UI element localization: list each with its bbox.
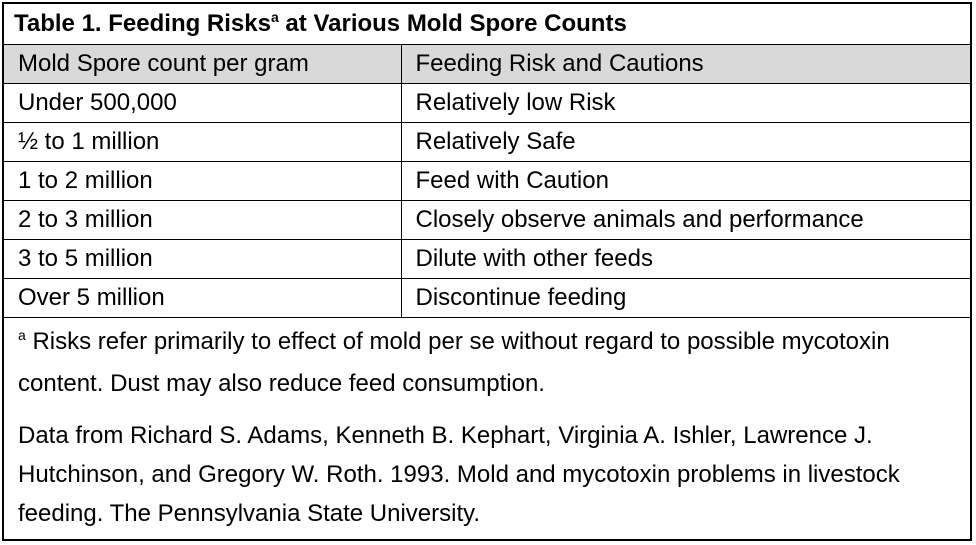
footnote-note: a Risks refer primarily to effect of mol…: [18, 322, 956, 403]
spore-count-cell: Over 5 million: [4, 278, 401, 318]
table-footnote: a Risks refer primarily to effect of mol…: [4, 317, 970, 533]
risk-cell: Dilute with other feeds: [400, 239, 970, 279]
risk-cell: Relatively Safe: [400, 122, 970, 162]
table-title: Table 1. Feeding Risksa at Various Mold …: [4, 4, 970, 44]
table-row: Under 500,000 Relatively low Risk: [4, 83, 970, 123]
title-superscript: a: [270, 9, 279, 25]
header-row: Mold Spore count per gram Feeding Risk a…: [4, 44, 970, 84]
feeding-risk-table: Mold Spore count per gram Feeding Risk a…: [4, 44, 970, 318]
spore-count-cell: ½ to 1 million: [4, 122, 401, 162]
table-row: Over 5 million Discontinue feeding: [4, 278, 970, 318]
footnote-text: Risks refer primarily to effect of mold …: [18, 328, 890, 397]
table-row: 2 to 3 million Closely observe animals a…: [4, 200, 970, 240]
risk-cell: Discontinue feeding: [400, 278, 970, 318]
footnote-source: Data from Richard S. Adams, Kenneth B. K…: [18, 422, 900, 527]
spore-count-cell: 2 to 3 million: [4, 200, 401, 240]
spore-count-cell: Under 500,000: [4, 83, 401, 123]
spore-count-cell: 1 to 2 million: [4, 161, 401, 201]
table-row: ½ to 1 million Relatively Safe: [4, 122, 970, 162]
title-suffix: at Various Mold Spore Counts: [278, 10, 627, 37]
footnote-marker: a: [18, 327, 26, 343]
risk-cell: Feed with Caution: [400, 161, 970, 201]
risk-cell: Closely observe animals and performance: [400, 200, 970, 240]
table-row: 3 to 5 million Dilute with other feeds: [4, 239, 970, 279]
header-feeding-risk: Feeding Risk and Cautions: [400, 44, 970, 84]
table-row: 1 to 2 million Feed with Caution: [4, 161, 970, 201]
spore-count-cell: 3 to 5 million: [4, 239, 401, 279]
title-prefix: Table 1. Feeding Risks: [14, 10, 271, 37]
header-spore-count: Mold Spore count per gram: [4, 44, 401, 84]
risk-cell: Relatively low Risk: [400, 83, 970, 123]
